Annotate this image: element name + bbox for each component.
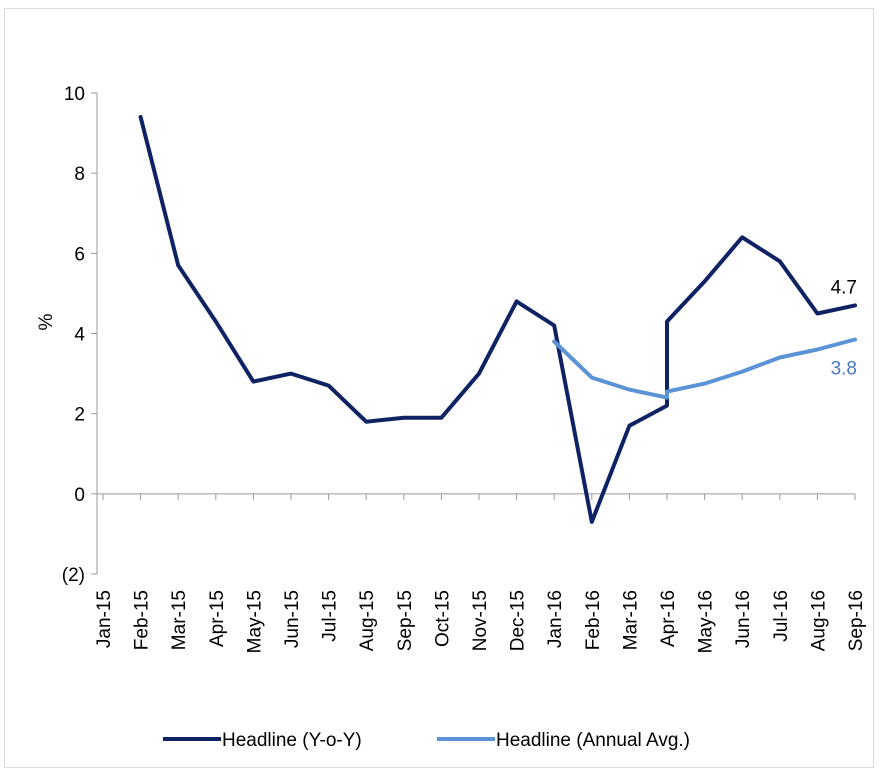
x-tick-label: Aug-16: [808, 590, 829, 651]
x-tick-label: Jan-16: [545, 590, 566, 648]
x-tick-label: Aug-15: [357, 590, 378, 651]
x-tick-label: Apr-16: [658, 590, 679, 647]
end-value-label: 3.8: [831, 359, 857, 380]
x-tick-label: Jun-16: [733, 590, 754, 648]
x-tick-label: Apr-15: [207, 590, 228, 647]
y-tick-label: 6: [74, 244, 85, 265]
x-tick-label: Jun-15: [282, 590, 303, 648]
x-tick-label: May-16: [696, 590, 717, 653]
series-layer: 4.7 3.8: [138, 115, 857, 524]
y-tick-label: 2: [74, 405, 85, 426]
series-line-2: [552, 337, 857, 400]
y-tick-label: 0: [74, 485, 85, 506]
y-tick-label: 4: [74, 325, 85, 346]
x-tick-label: Jan-15: [94, 590, 115, 648]
legend: Headline (Y-o-Y) Headline (Annual Avg.): [163, 730, 690, 751]
x-tick-label: Sep-16: [846, 590, 867, 651]
chart-frame: [4, 8, 874, 768]
x-tick-label: Jul-15: [320, 590, 341, 642]
legend-label-2: Headline (Annual Avg.): [496, 730, 690, 751]
x-tick-label: Sep-15: [395, 590, 416, 651]
x-tick-label: May-15: [244, 590, 265, 653]
legend-label-1: Headline (Y-o-Y): [222, 730, 362, 751]
x-tick-label: Nov-15: [470, 590, 491, 651]
y-tick-label: 8: [74, 164, 85, 185]
y-tick-label: (2): [62, 565, 85, 586]
y-tick-label: 10: [64, 84, 85, 105]
x-axis: Jan-15 Feb-15 Mar-15 Apr-15 May-15 Jun-15 Jul-…: [94, 493, 867, 653]
y-axis: (2) 0 2 4 6 8 10: [62, 84, 98, 586]
x-tick-label: Mar-16: [620, 590, 641, 650]
x-tick-label: Dec-15: [508, 590, 529, 651]
series-line-1: [138, 115, 857, 524]
end-value-label: 4.7: [831, 277, 857, 298]
x-tick-label: Feb-16: [583, 590, 604, 650]
x-tick-label: Oct-15: [432, 590, 453, 647]
x-tick-label: Mar-15: [169, 590, 190, 650]
y-axis-label: %: [36, 313, 57, 330]
x-tick-label: Feb-15: [132, 590, 153, 650]
x-tick-label: Jul-16: [771, 590, 792, 642]
